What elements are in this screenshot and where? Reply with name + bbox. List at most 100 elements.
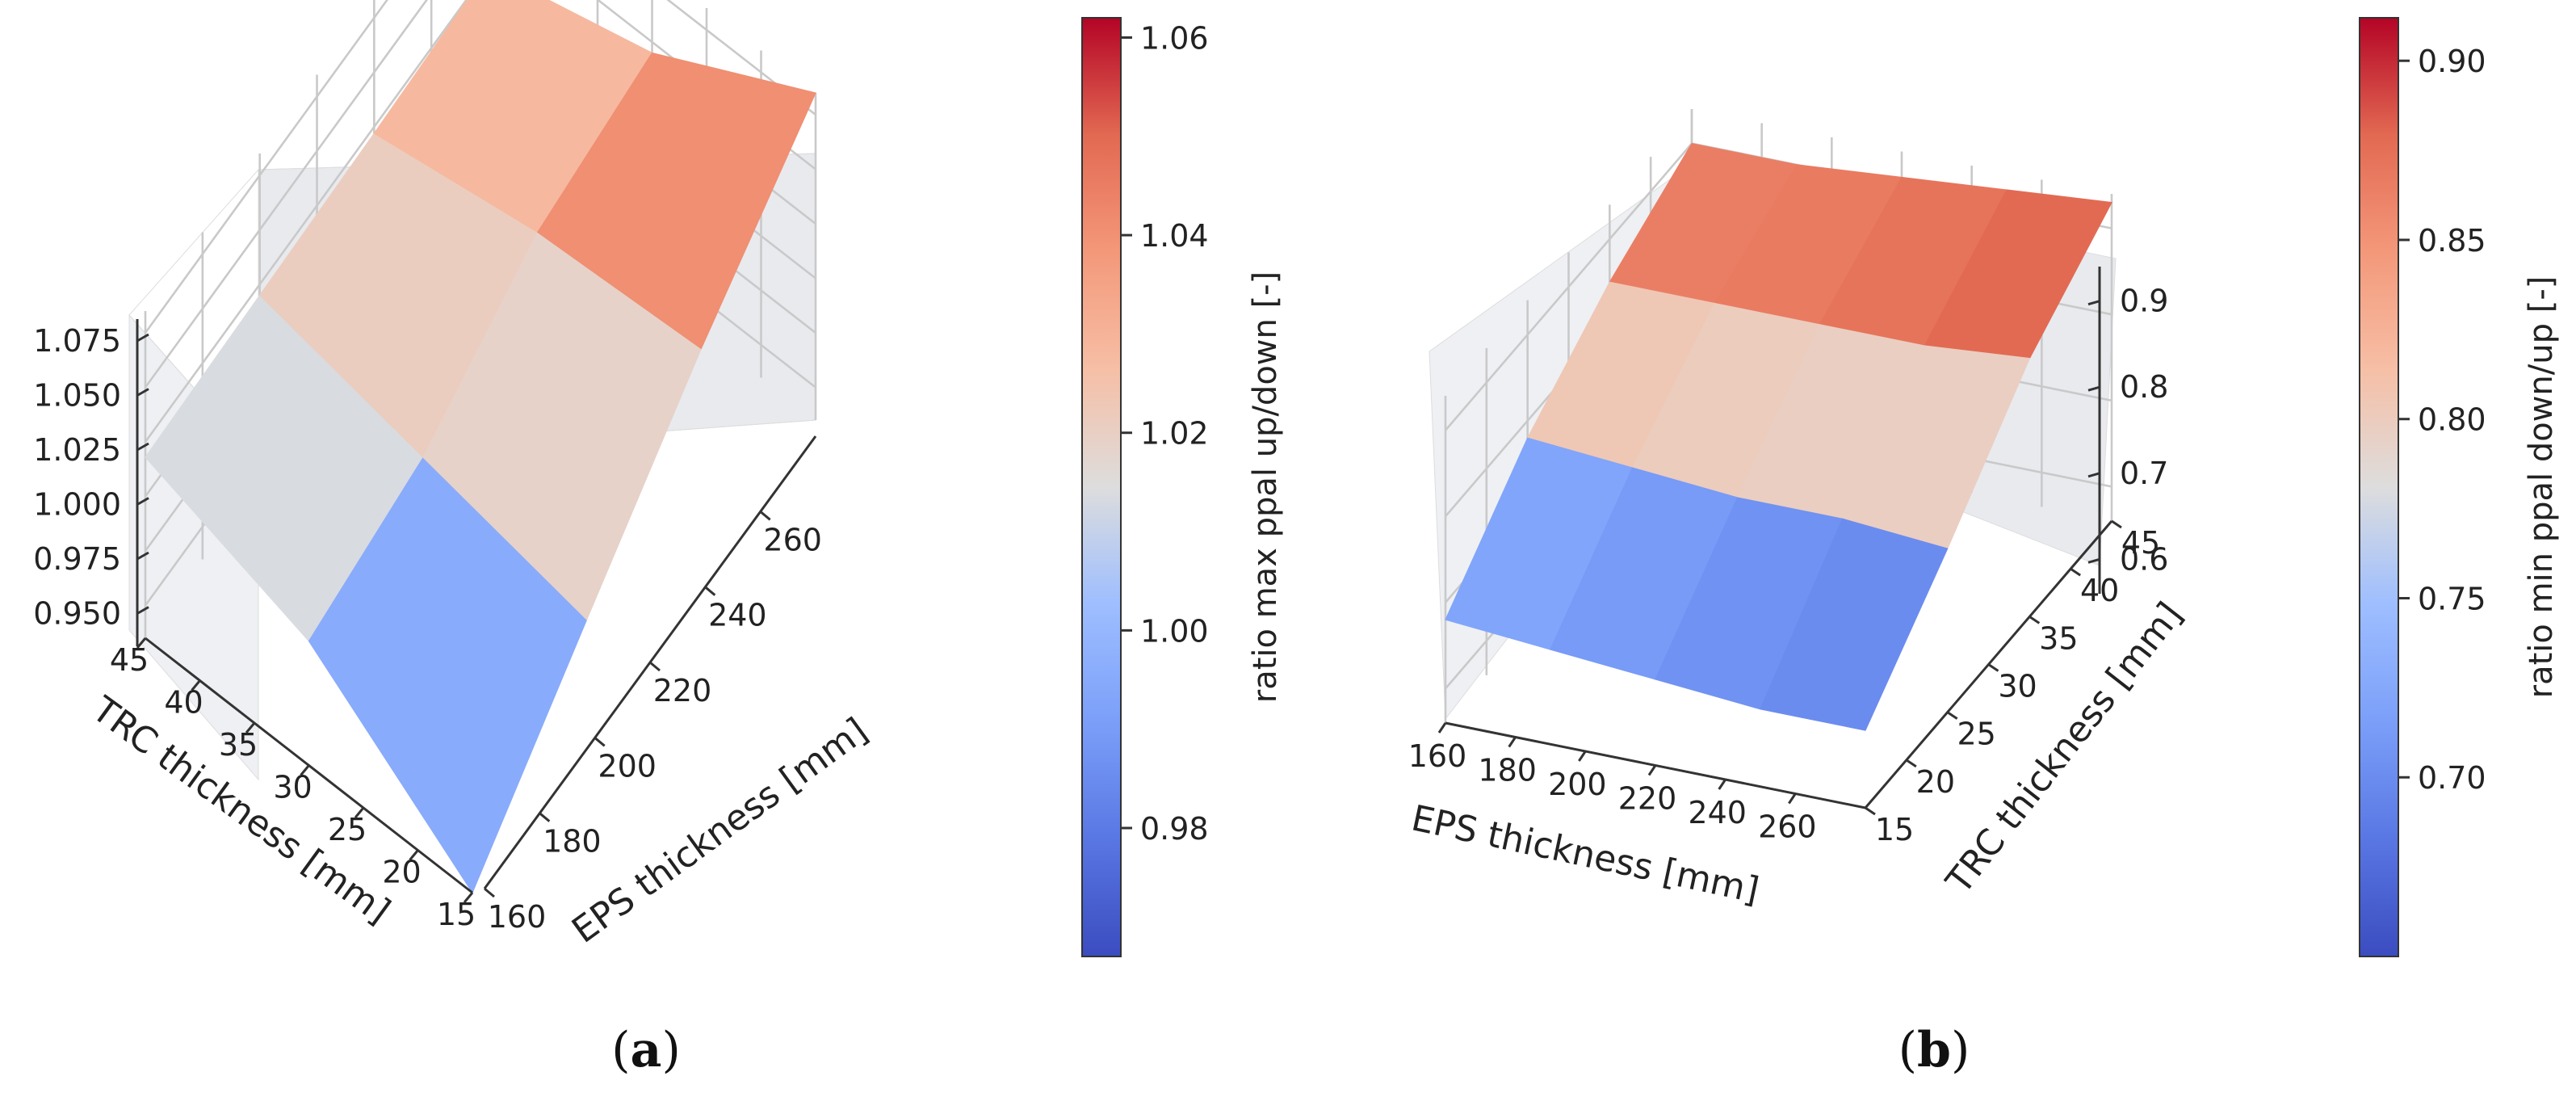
panel-b-ztick-mark <box>2087 472 2100 478</box>
panel-b-trctick-label: 20 <box>1916 764 1955 800</box>
panel-a-ztick-label: 1.025 <box>33 432 121 468</box>
panel-b-epstick-label: 240 <box>1688 795 1747 830</box>
panel-a-colorbar-tick-label: 0.98 <box>1140 811 1209 847</box>
panel-b-epstick-mark <box>1788 792 1797 805</box>
panel-b-epstick-mark <box>1647 764 1657 776</box>
panel-b-trctick-mark <box>2070 567 2081 577</box>
panel-b-colorbar-tick-label: 0.90 <box>2418 44 2486 79</box>
panel-a-epstick-label: 220 <box>653 673 712 708</box>
panel-b-ztick-mark <box>2087 385 2100 392</box>
panel-a-surface <box>145 0 816 894</box>
panel-b-colorbar-tick-label: 0.80 <box>2418 402 2486 438</box>
panel-a-ztick-mark <box>136 497 149 506</box>
panel-b-ztick-mark <box>2087 300 2100 306</box>
panel-a-trctick-label: 25 <box>328 812 367 847</box>
panel-b-trctick-label: 15 <box>1875 812 1914 847</box>
panel-a-epstick-label: 260 <box>763 522 822 557</box>
panel-b-trctick-mark <box>1865 806 1876 816</box>
panel-b-caption: (b) <box>1898 1022 1970 1078</box>
panel-b-trctick-label: 25 <box>1957 717 1995 752</box>
panel-a-ztick-label: 1.075 <box>33 323 121 359</box>
panel-b-ztick-label: 0.9 <box>2120 284 2168 319</box>
panel-b-epstick-mark <box>1508 736 1517 748</box>
panel-a-caption: (a) <box>611 1022 681 1078</box>
panel-a-trctick-mark <box>409 849 419 861</box>
panel-b-epstick-label: 200 <box>1548 767 1607 802</box>
panel-b-colorbar-tick-label: 0.75 <box>2418 581 2486 616</box>
panel-a-colorbar-label: ratio max ppal up/down [-] <box>1247 271 1284 703</box>
panel-b-trctick-label: 40 <box>2080 573 2119 608</box>
panel-b-surface <box>1445 142 2112 731</box>
panel-a-surface-cell <box>537 52 816 350</box>
panel-b-ztick-mark <box>2087 557 2100 564</box>
panel-a-trctick-label: 35 <box>219 727 258 763</box>
panel-b-colorbar-tick-label: 0.70 <box>2418 760 2486 796</box>
panel-a-colorbar-tick-label: 1.06 <box>1140 20 1209 56</box>
panel-b-ztick-label: 0.8 <box>2120 369 2168 405</box>
panel-b-colorbar-ticks: 0.70 0.75 0.80 0.85 0.90 <box>2398 44 2486 796</box>
panel-a-epstick-label: 180 <box>543 824 602 860</box>
panel-a-epstick-label: 200 <box>598 748 657 784</box>
panel-a-epstick-mark <box>704 586 716 596</box>
panel-b-ztick-label: 0.6 <box>2120 541 2168 577</box>
panel-b-epstick-mark <box>1437 722 1447 734</box>
panel-a-epstick-mark <box>539 812 551 822</box>
panel-a-ticks: 0.950 0.975 1.000 1.025 1.050 1.075 15 20 25 30 35… <box>33 323 822 935</box>
panel-b-trctick-mark <box>2028 616 2041 624</box>
panel-a-trctick-mark <box>354 807 365 818</box>
panel-b-epstick-label: 180 <box>1478 753 1537 788</box>
panel-a-colorbar: 0.98 1.00 1.02 1.04 1.06 ratio max ppal up/d… <box>1081 17 1284 957</box>
panel-a-trctick-label: 15 <box>437 897 476 932</box>
panel-a-colorbar-ticks: 0.98 1.00 1.02 1.04 1.06 <box>1121 20 1209 847</box>
panel-b-surface-cell <box>1760 518 1949 731</box>
panel-b-epstick-mark <box>1718 779 1726 790</box>
panel-a-trctick-label: 40 <box>164 685 203 721</box>
panel-a-ztick-label: 0.950 <box>33 596 121 632</box>
panel-b-epstick-mark <box>1578 750 1587 762</box>
panel-a-colorbar-tick-label: 1.00 <box>1140 613 1209 649</box>
panel-b-ticks: 0.6 0.7 0.8 0.9 160 180 200 220 240 260 1520253035… <box>1408 284 2169 847</box>
panel-a-trctick-mark <box>191 679 201 692</box>
panel-a-epstick-mark <box>484 887 495 898</box>
panel-b-colorbar: 0.70 0.75 0.80 0.85 0.90 ratio min ppal down… <box>2359 17 2560 957</box>
panel-a-epstick-mark <box>759 511 771 521</box>
panel-b-epstick-label: 160 <box>1408 738 1467 774</box>
panel-b-trctick-mark <box>1946 711 1958 720</box>
panel-b-trctick-label: 35 <box>2039 620 2078 656</box>
panel-a-trctick-mark <box>463 892 474 903</box>
panel-a-colorbar-tick-label: 1.02 <box>1140 416 1209 452</box>
panel-a-epstick-label: 160 <box>488 899 547 935</box>
panel-a-epstick-mark <box>594 737 606 747</box>
panel-a-ztick-mark <box>136 333 149 343</box>
panel-a-trctick-mark <box>245 722 256 734</box>
panel-a-ztick-label: 1.000 <box>33 487 121 523</box>
panel-a-trctick-label: 30 <box>273 770 312 805</box>
panel-b-colorbar-label: ratio min ppal down/up [-] <box>2523 276 2560 699</box>
panel-a-trctick-label: 20 <box>382 855 421 890</box>
panel-a-ztick-mark <box>136 388 149 397</box>
panel-a-ztick-mark <box>136 442 149 452</box>
panel-a-trctick-mark <box>136 637 147 649</box>
panel-a-trctick-label: 45 <box>110 642 149 678</box>
panel-a-colorbar-tick-label: 1.04 <box>1140 218 1209 254</box>
panel-b-trctick-mark <box>1987 663 1999 672</box>
panel-b-trctick-mark <box>2111 519 2122 529</box>
panel-a-ztick-mark <box>136 551 149 561</box>
panel-b-trctick-label: 30 <box>1998 669 2037 704</box>
panel-a-ztick-label: 1.050 <box>33 378 121 414</box>
panel-a-epstick-mark <box>649 661 661 672</box>
panel-a-ztick-label: 0.975 <box>33 541 121 577</box>
panel-b-epstick-label: 260 <box>1758 809 1817 845</box>
panel-a-epstick-label: 240 <box>708 598 767 633</box>
panel-a-colorbar-gradient <box>1081 17 1122 957</box>
panel-a-ztick-mark <box>136 606 149 615</box>
panel-b-ztick-label: 0.7 <box>2120 456 2168 491</box>
panel-b-epstick-label: 220 <box>1618 781 1677 817</box>
panel-b-colorbar-gradient <box>2359 17 2399 957</box>
panel-a: 0.950 0.975 1.000 1.025 1.050 1.075 15 20 25 30 35… <box>33 0 1284 1078</box>
panel-b-trctick-mark <box>1906 759 1917 768</box>
panel-a-eps-axis-label: EPS thickness [mm] <box>564 710 875 952</box>
panel-a-trctick-mark <box>300 764 310 776</box>
panel-b-colorbar-tick-label: 0.85 <box>2418 223 2486 259</box>
